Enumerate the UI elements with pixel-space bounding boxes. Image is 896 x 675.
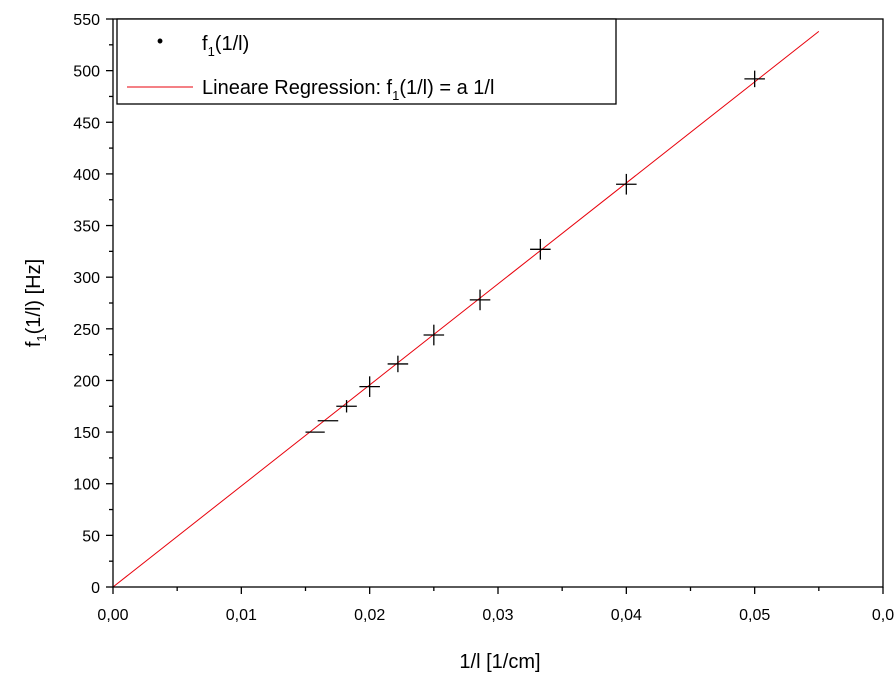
x-tick-label: 0,02 (354, 607, 385, 624)
x-tick-label: 0,00 (97, 607, 128, 624)
y-tick-label: 0 (91, 580, 100, 597)
x-axis: 0,00 0,01 0,02 0,03 0,04 0,05 0,0 (97, 587, 894, 624)
y-tick-label: 100 (73, 477, 100, 494)
legend-label-regression-base: Lineare Regression: f (202, 77, 393, 99)
y-tick-label: 550 (73, 12, 100, 29)
y-tick-label: 200 (73, 373, 100, 390)
y-tick-label: 500 (73, 64, 100, 81)
legend-label-regression: Lineare Regression: f1(1/l) = a 1/l (202, 77, 494, 103)
legend-label-scatter-rest: (1/l) (215, 33, 249, 55)
y-tick-label: 250 (73, 322, 100, 339)
legend-label-scatter-sub: 1 (208, 44, 215, 59)
data-point (616, 173, 637, 195)
data-point (387, 355, 409, 373)
legend-label-regression-sub: 1 (392, 88, 399, 103)
legend: • f1(1/l) Lineare Regression: f1(1/l) = … (116, 18, 617, 105)
legend-box (116, 18, 617, 105)
x-tick-label: 0,04 (611, 607, 642, 624)
y-axis-title-base: f (23, 341, 45, 347)
y-axis: 0 50 100 150 200 250 300 350 400 450 500 550 (73, 12, 113, 597)
y-tick-label: 350 (73, 219, 100, 236)
data-point (530, 238, 551, 260)
plot-content (112, 30, 820, 588)
x-tick-label: 0,05 (739, 607, 770, 624)
data-point (469, 289, 491, 311)
legend-marker-scatter: • (157, 31, 163, 51)
x-axis-title: 1/l [1/cm] (459, 651, 540, 673)
y-axis-title-rest: (1/l) [Hz] (23, 259, 45, 335)
y-axis-title: f1(1/l) [Hz] (23, 259, 49, 347)
x-tick-label: 0,0 (872, 607, 894, 624)
legend-label-scatter: f1(1/l) (202, 33, 249, 59)
data-point (423, 324, 445, 346)
y-tick-label: 50 (82, 528, 100, 545)
regression-line (112, 30, 820, 588)
y-axis-title-sub: 1 (34, 334, 49, 341)
x-tick-label: 0,01 (226, 607, 257, 624)
data-point (744, 70, 765, 88)
x-tick-label: 0,03 (482, 607, 513, 624)
data-point (359, 376, 380, 397)
legend-label-regression-rest: (1/l) = a 1/l (399, 77, 494, 99)
y-tick-label: 400 (73, 167, 100, 184)
y-tick-label: 150 (73, 425, 100, 442)
legend-label-scatter-base: f (202, 33, 208, 55)
y-tick-label: 300 (73, 270, 100, 287)
y-tick-label: 450 (73, 115, 100, 132)
data-point (336, 400, 357, 413)
